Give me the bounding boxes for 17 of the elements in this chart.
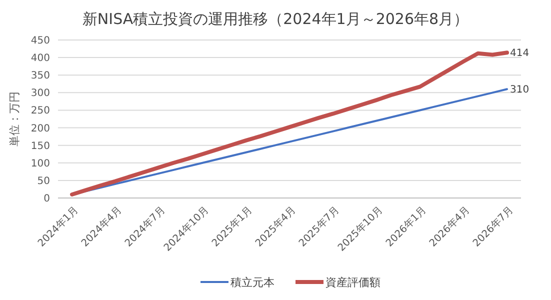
y-axis-title: 単位：万円 [8, 92, 21, 146]
y-tick-label: 150 [30, 140, 50, 152]
y-tick-label: 0 [44, 194, 50, 204]
y-tick-label: 300 [30, 88, 50, 100]
line-series [70, 50, 509, 196]
y-tick-label: 400 [30, 53, 50, 64]
data-label: 414 [510, 48, 530, 60]
legend-label: 積立元本 [230, 276, 274, 289]
y-tick-label: 250 [30, 106, 50, 117]
legend-label: 資産評価額 [326, 276, 380, 289]
chart-title: 新NISA積立投資の運用推移（2024年1月～2026年8月） [82, 10, 469, 28]
y-tick-label: 450 [30, 36, 50, 46]
data-label: 310 [510, 84, 530, 96]
y-tick-label: 50 [37, 176, 50, 187]
y-tick-label: 100 [30, 158, 50, 170]
y-tick-label: 200 [30, 123, 50, 134]
y-tick-label: 350 [30, 70, 50, 82]
